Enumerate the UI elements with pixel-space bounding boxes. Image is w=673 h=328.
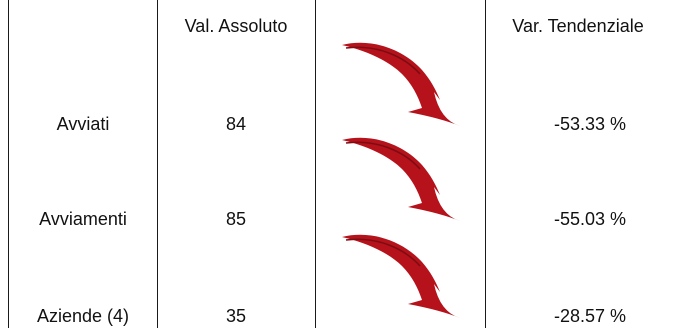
header-val-assoluto: Val. Assoluto [184,16,288,36]
row-value: 85 [225,209,247,229]
row-label: Avviati [56,114,110,134]
row-change: -55.03 % [553,209,627,229]
row-value: 35 [225,306,247,326]
column-divider [8,0,9,328]
row-change: -53.33 % [553,114,627,134]
red-down-arrow-icon [340,135,464,225]
red-down-arrow-icon [340,40,464,130]
column-divider [485,0,486,328]
row-label: Aziende (4) [36,306,130,326]
red-down-arrow-icon [340,232,464,322]
column-divider [157,0,158,328]
row-change: -28.57 % [553,306,627,326]
row-value: 84 [225,114,247,134]
row-label: Avviamenti [39,209,127,229]
column-divider [315,0,316,328]
header-var-tendenziale: Var. Tendenziale [512,16,644,36]
